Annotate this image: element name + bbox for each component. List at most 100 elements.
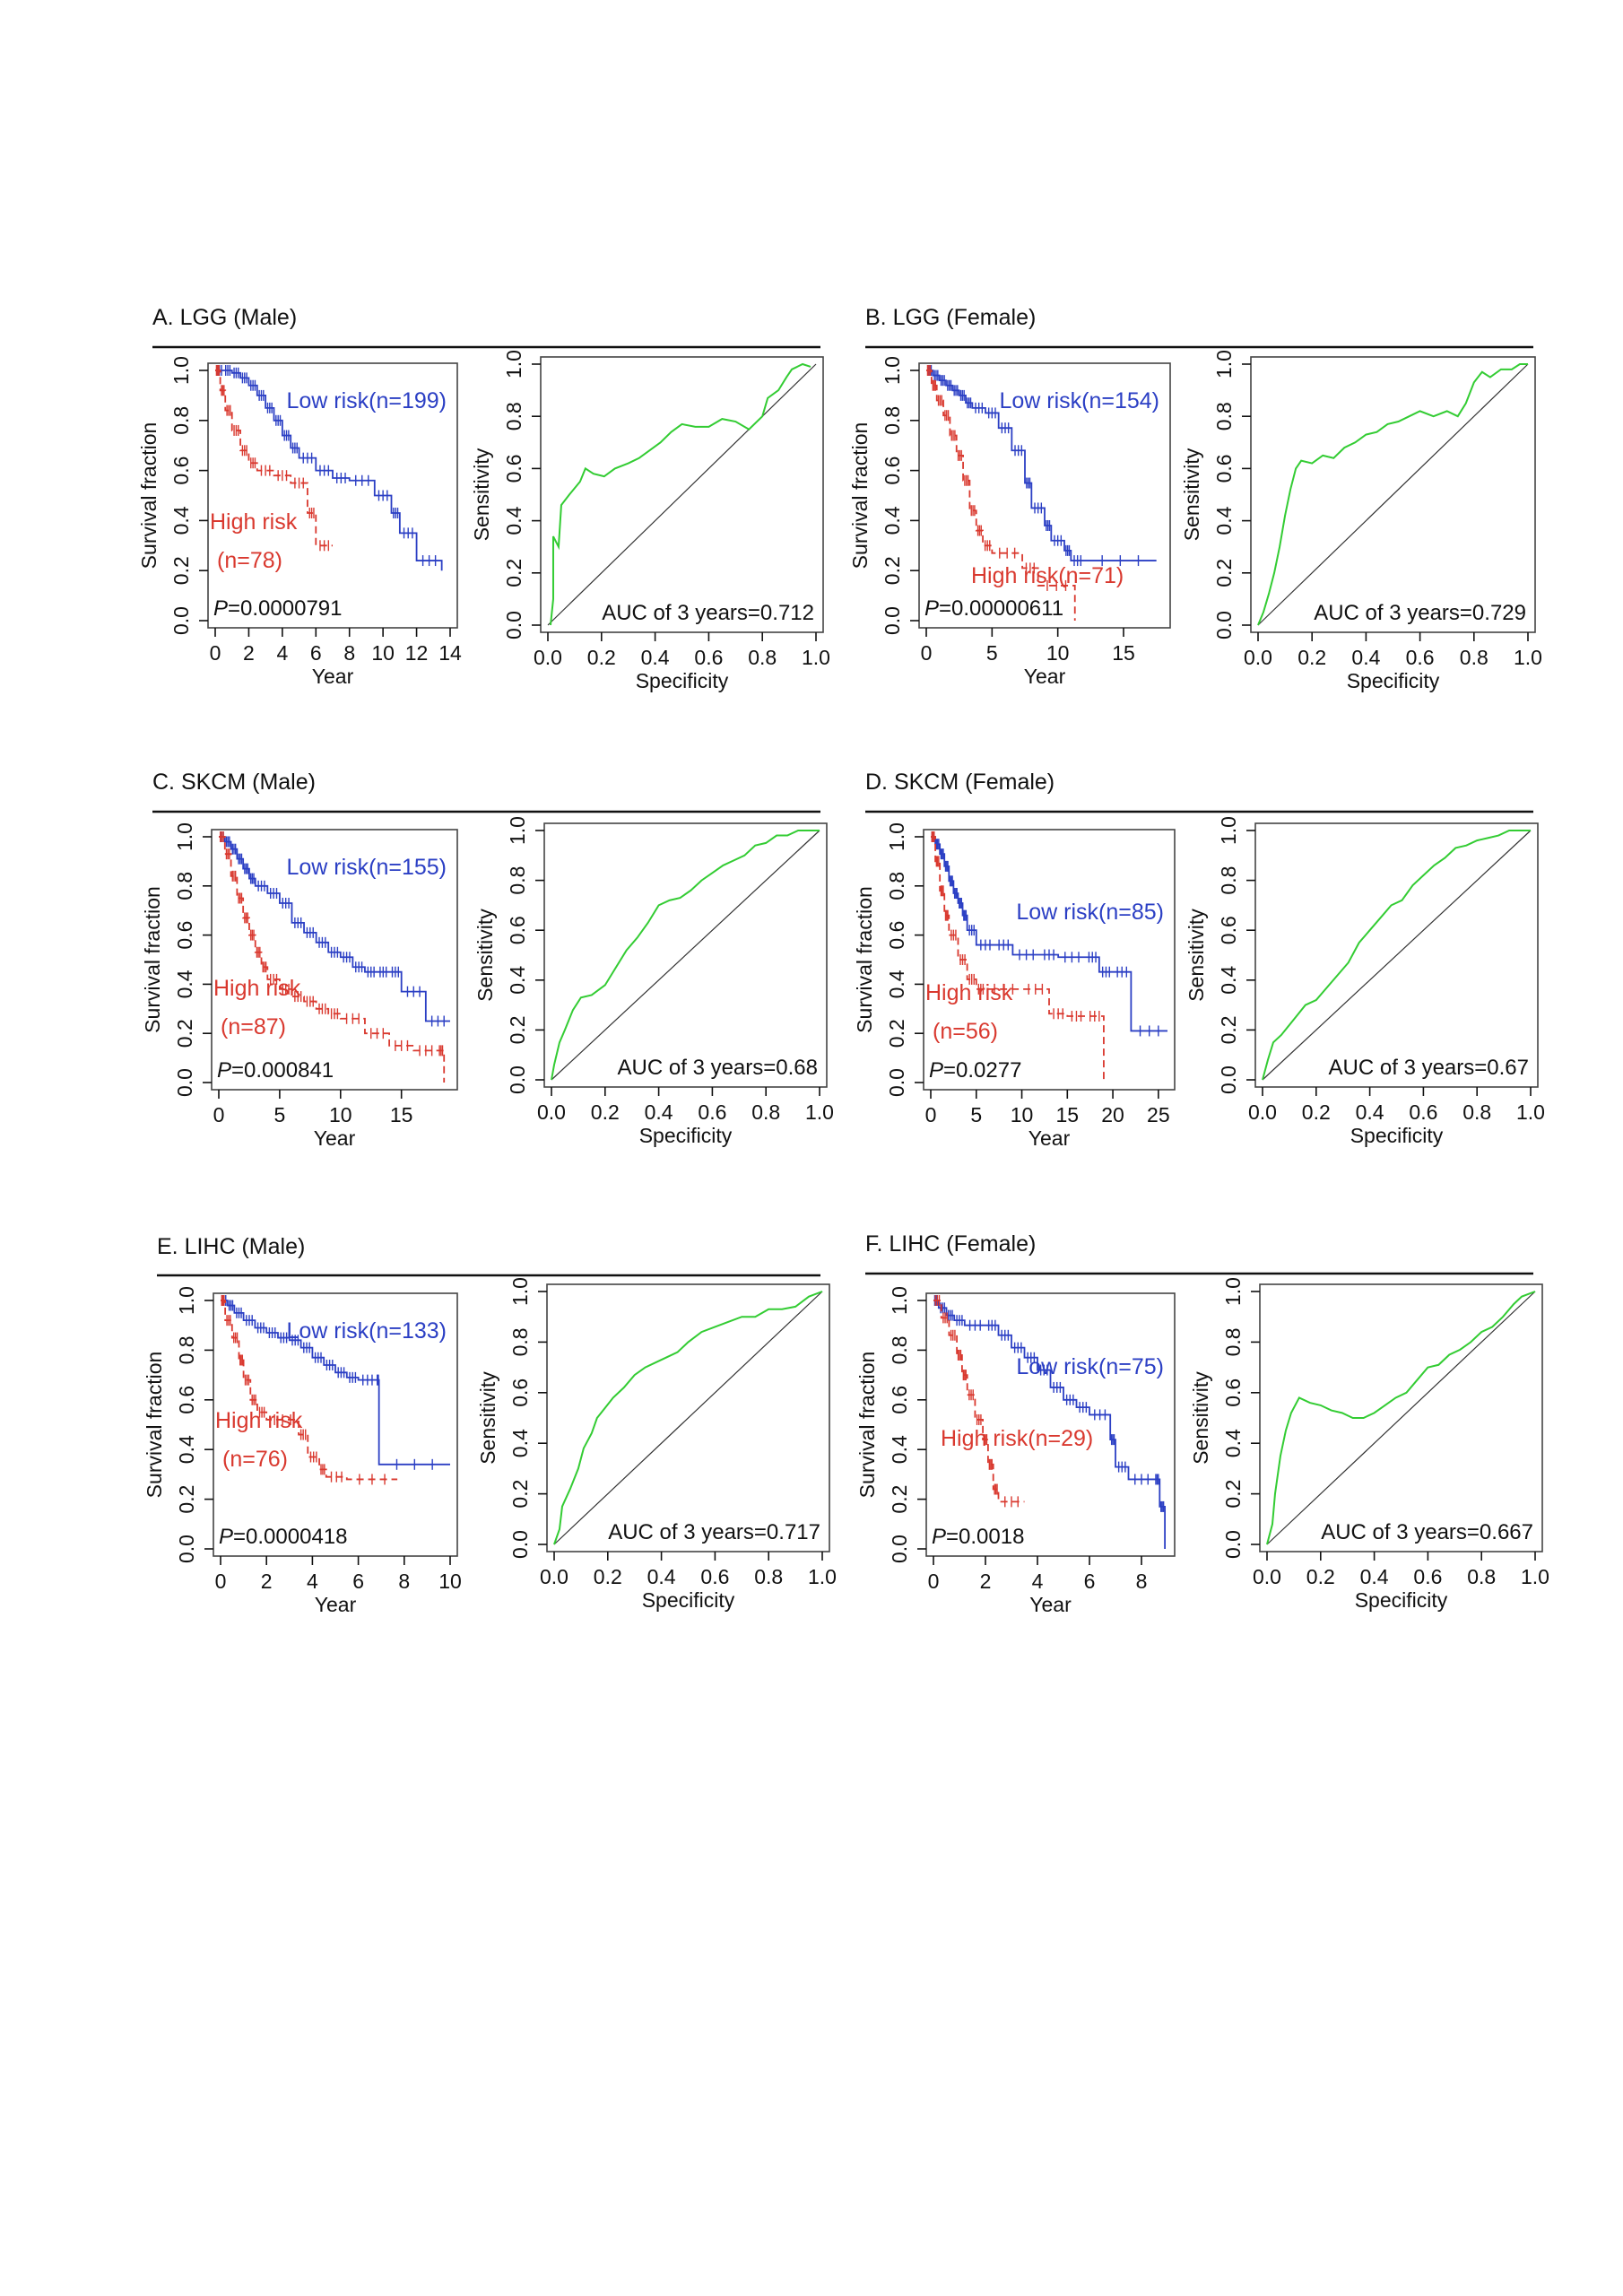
km-plot-frame <box>207 362 458 629</box>
km-plot-frame <box>923 829 1176 1091</box>
roc-y-axis-label: Sensitivity <box>1185 909 1208 1002</box>
km-y-tick-label: 0.2 <box>881 556 904 585</box>
km-high-risk-label: High risk <box>215 1408 303 1433</box>
km-y-tick-label: 0.6 <box>175 1386 198 1414</box>
roc-auc-label: AUC of 3 years=0.729 <box>1314 601 1526 625</box>
roc-y-tick-label: 0.4 <box>1217 966 1240 995</box>
roc-x-tick-label: 0.0 <box>1248 1100 1277 1124</box>
km-high-risk-label: High risk(n=71) <box>971 563 1124 588</box>
roc-y-tick-label: 0.2 <box>508 1480 532 1509</box>
km-low-risk-curve <box>933 1300 1166 1549</box>
roc-plot: 0.0 0.2 0.4 0.6 0.8 1.0 0.0 0.2 0.4 0.6 0.8 1.0 Spec… <box>470 350 830 692</box>
km-y-tick-label: 0.4 <box>888 1435 911 1464</box>
km-y-tick-label: 1.0 <box>888 1286 911 1315</box>
roc-x-tick-label: 0.4 <box>641 646 670 669</box>
km-high-risk-label: High risk(n=29) <box>941 1426 1093 1451</box>
roc-x-tick-label: 0.8 <box>1460 646 1488 669</box>
roc-y-axis-label: Sensitivity <box>1189 1371 1212 1465</box>
roc-y-axis-label: Sensitivity <box>1180 448 1203 541</box>
km-y-tick-label: 0.4 <box>881 506 904 535</box>
km-low-risk-label: Low risk(n=199) <box>286 388 447 413</box>
km-x-tick-label: 4 <box>1032 1570 1044 1593</box>
km-x-tick-label: 2 <box>243 641 255 665</box>
roc-y-tick-label: 0.0 <box>1212 611 1236 639</box>
roc-x-tick-label: 0.0 <box>540 1565 568 1588</box>
roc-x-tick-label: 0.6 <box>1406 646 1435 669</box>
roc-y-tick-label: 1.0 <box>1221 1277 1245 1306</box>
km-p-number: =0.000841 <box>231 1058 334 1083</box>
roc-y-tick-label: 0.4 <box>502 506 525 535</box>
km-y-tick-label: 0.6 <box>881 457 904 485</box>
km-p-number: =0.0018 <box>946 1525 1024 1549</box>
km-y-tick-label: 0.2 <box>888 1485 911 1514</box>
roc-y-tick-label: 0.0 <box>502 611 525 639</box>
roc-y-tick-label: 1.0 <box>1217 816 1240 845</box>
km-plot-frame <box>213 1292 458 1557</box>
roc-plot: 0.0 0.2 0.4 0.6 0.8 1.0 0.0 0.2 0.4 0.6 0.8 1.0 Spec… <box>1180 350 1542 692</box>
km-x-tick-label: 15 <box>390 1103 413 1126</box>
km-high-risk-count: (n=78) <box>217 548 282 573</box>
km-y-tick-label: 1.0 <box>175 1286 198 1315</box>
km-p-value: P=0.000841 <box>217 1058 334 1083</box>
km-x-tick-label: 10 <box>329 1103 352 1126</box>
km-plot: 0 2 4 6 8 0.0 0.2 0.4 0.6 0.8 1.0 Year Survival frac… <box>855 1286 1176 1616</box>
km-x-tick-label: 12 <box>405 641 429 665</box>
km-p-value: P=0.0000791 <box>213 596 342 621</box>
roc-x-tick-label: 0.6 <box>1413 1565 1442 1588</box>
km-p-letter: P <box>929 1058 943 1083</box>
roc-plot: 0.0 0.2 0.4 0.6 0.8 1.0 0.0 0.2 0.4 0.6 0.8 1.0 Spec… <box>476 1277 837 1612</box>
roc-x-tick-label: 0.0 <box>1244 646 1272 669</box>
roc-x-tick-label: 1.0 <box>1516 1100 1545 1124</box>
roc-x-tick-label: 0.2 <box>594 1565 622 1588</box>
km-x-tick-label: 8 <box>1136 1570 1148 1593</box>
km-low-risk-curve <box>221 1300 450 1465</box>
km-y-tick-label: 0.2 <box>175 1485 198 1514</box>
roc-y-tick-label: 0.0 <box>508 1530 532 1559</box>
km-low-risk-label: Low risk(n=85) <box>1016 900 1164 925</box>
km-x-tick-label: 4 <box>307 1570 318 1593</box>
roc-curve <box>553 1291 823 1545</box>
km-x-tick-label: 10 <box>1011 1103 1034 1126</box>
roc-x-axis-label: Specificity <box>1347 669 1440 692</box>
roc-y-tick-label: 0.6 <box>506 916 529 944</box>
km-y-tick-label: 1.0 <box>885 822 908 851</box>
km-y-tick-label: 0.8 <box>175 1335 198 1364</box>
km-low-risk-label: Low risk(n=133) <box>286 1318 447 1344</box>
roc-y-tick-label: 0.4 <box>506 966 529 995</box>
roc-reference-diagonal <box>1257 363 1529 626</box>
km-x-tick-label: 15 <box>1056 1103 1080 1126</box>
km-x-tick-label: 4 <box>276 641 288 665</box>
roc-plot-frame <box>1254 822 1539 1088</box>
panel-title: B. LGG (Female) <box>865 305 1036 330</box>
roc-plot-frame <box>546 1283 830 1552</box>
roc-y-tick-label: 0.2 <box>1221 1480 1245 1509</box>
km-y-tick-label: 0.8 <box>169 406 193 435</box>
roc-auc-label: AUC of 3 years=0.712 <box>602 601 814 625</box>
km-x-axis-label: Year <box>315 1593 357 1616</box>
km-p-letter: P <box>217 1058 231 1083</box>
roc-y-tick-label: 0.8 <box>508 1327 532 1356</box>
km-x-tick-label: 10 <box>371 641 395 665</box>
km-x-tick-label: 8 <box>398 1570 410 1593</box>
roc-x-tick-label: 1.0 <box>802 646 830 669</box>
km-x-axis-label: Year <box>1024 665 1066 688</box>
km-y-tick-label: 0.4 <box>885 970 908 998</box>
km-x-axis-label: Year <box>1029 1593 1072 1616</box>
roc-x-tick-label: 0.6 <box>698 1100 726 1124</box>
km-y-tick-label: 0.6 <box>169 457 193 485</box>
roc-y-axis-label: Sensitivity <box>473 909 497 1002</box>
roc-reference-diagonal <box>553 1291 823 1545</box>
roc-x-tick-label: 0.8 <box>751 1100 780 1124</box>
roc-plot: 0.0 0.2 0.4 0.6 0.8 1.0 0.0 0.2 0.4 0.6 0.8 1.0 Spec… <box>1189 1277 1549 1612</box>
roc-curve <box>1262 830 1531 1081</box>
km-high-risk-label: High risk <box>210 509 298 535</box>
km-x-tick-label: 8 <box>343 641 355 665</box>
km-y-tick-label: 0.0 <box>175 1535 198 1563</box>
roc-plot-frame <box>1250 356 1536 633</box>
roc-y-tick-label: 0.0 <box>1217 1065 1240 1094</box>
roc-x-tick-label: 0.6 <box>700 1565 729 1588</box>
km-plot-frame <box>925 1292 1176 1557</box>
panel-c: C. SKCM (Male) 0 5 10 15 0.0 0.2 0.4 0.6 0.8 1.0 Ye… <box>141 770 834 1150</box>
roc-y-tick-label: 0.2 <box>502 559 525 587</box>
roc-curve <box>1257 363 1528 626</box>
